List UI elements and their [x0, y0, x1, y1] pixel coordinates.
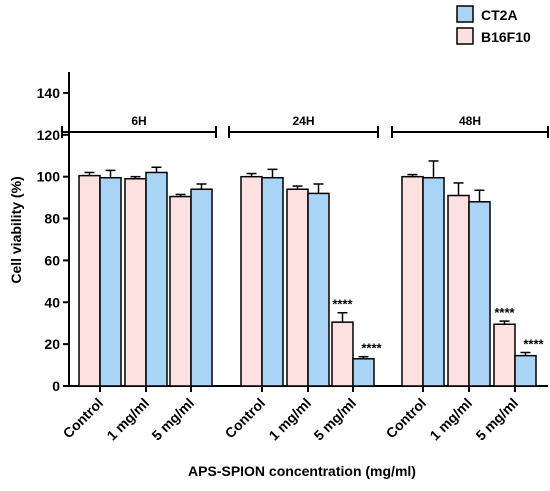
legend: CT2A B16F10: [456, 5, 531, 45]
x-tick-label: Control: [383, 395, 430, 442]
legend-label: B16F10: [481, 29, 531, 45]
bar-ct2a: [352, 358, 375, 387]
bar-b16f10: [78, 174, 101, 387]
y-tick-label: 0: [52, 378, 60, 394]
legend-label: CT2A: [481, 7, 518, 23]
significance-label: ****: [332, 297, 353, 312]
bar-b16f10: [331, 321, 354, 387]
bar-b16f10: [240, 175, 263, 387]
time-group-brackets: 6H 24H 48H: [61, 114, 549, 138]
y-tick-label: 20: [44, 336, 60, 352]
group-label: 24H: [292, 114, 314, 128]
bar-ct2a: [145, 171, 168, 387]
bar-ct2a: [468, 201, 491, 387]
bar-b16f10: [493, 323, 516, 387]
x-tick-label: 5 mg/ml: [148, 395, 197, 444]
y-axis-title: Cell viability (%): [8, 176, 24, 283]
bar-series: **** **** **** ****: [78, 160, 545, 387]
x-tick-label: 1 mg/ml: [426, 395, 475, 444]
bar-ct2a: [514, 354, 537, 387]
legend-swatch-b16f10: [456, 27, 474, 45]
y-tick-label: 60: [44, 252, 60, 268]
x-tick-label: Control: [60, 395, 107, 442]
bar-b16f10: [447, 194, 470, 387]
x-tick-label: 1 mg/ml: [265, 395, 314, 444]
y-tick-label: 80: [44, 211, 60, 227]
bar-ct2a: [190, 188, 213, 387]
y-tick-label: 100: [37, 169, 61, 185]
significance-label: ****: [523, 337, 544, 352]
bar-ct2a: [99, 176, 122, 387]
bar-ct2a: [422, 176, 445, 387]
y-tick-label: 40: [44, 294, 60, 310]
x-tick-label: 5 mg/ml: [472, 395, 521, 444]
bar-ct2a: [307, 192, 330, 387]
bar-b16f10: [286, 188, 309, 387]
x-tick-label: Control: [222, 395, 269, 442]
bar-b16f10: [401, 175, 424, 387]
bar-b16f10: [124, 178, 147, 387]
significance-label: ****: [361, 341, 382, 356]
y-tick-label: 120: [37, 127, 61, 143]
x-axis-title: APS-SPION concentration (mg/ml): [188, 463, 416, 479]
legend-swatch-ct2a: [456, 5, 474, 23]
x-tick-label: 1 mg/ml: [103, 395, 152, 444]
x-tick-label: 5 mg/ml: [310, 395, 359, 444]
significance-label: ****: [494, 305, 515, 320]
group-label: 48H: [459, 114, 481, 128]
y-tick-label: 140: [37, 85, 61, 101]
bar-b16f10: [169, 195, 192, 387]
group-label: 6H: [131, 114, 146, 128]
bar-ct2a: [261, 176, 284, 387]
